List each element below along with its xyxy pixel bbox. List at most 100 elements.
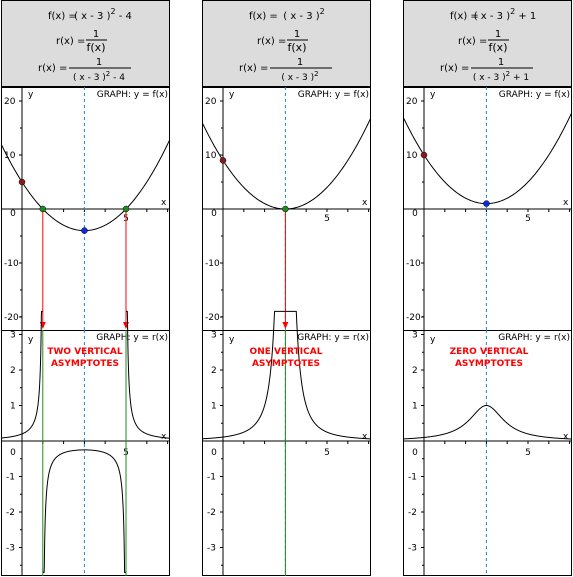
header-box: [403, 0, 572, 87]
graph-r-frame: [202, 330, 371, 576]
fraction-denominator: f(x): [87, 41, 106, 54]
f-expression-base: ( x - 3 ): [474, 11, 511, 22]
y-tick-label: -3: [207, 544, 216, 554]
expanded-numerator: 1: [96, 57, 102, 68]
expanded-denominator: ( x - 3 )2: [281, 70, 318, 83]
den-tail: + 1: [510, 73, 529, 83]
x-axis-label: x: [563, 198, 569, 208]
y-tick-label: -1: [207, 473, 216, 483]
panel-svg-left: f(x) =( x - 3 )2 - 4r(x) =1f(x)r(x) =1( …: [1, 0, 170, 576]
f-expression-exponent: 2: [510, 7, 515, 16]
y-axis-label: y: [28, 90, 34, 100]
y-tick-label: 2: [10, 366, 16, 376]
asymptote-annotation: ZERO VERTICAL: [450, 347, 529, 357]
y-tick-label: -10: [406, 259, 421, 269]
f-label: f(x) =: [249, 11, 278, 22]
red-point: [219, 157, 227, 164]
y-tick-label: -20: [205, 313, 220, 323]
panel-right: f(x) =( x - 3 )2 + 1 r(x) = 1 f(x) r(x) = 1( …: [403, 0, 572, 576]
y-tick-label: 3: [211, 331, 217, 341]
x-axis-label: x: [161, 198, 167, 208]
fraction-numerator: 1: [93, 29, 99, 40]
r-label: r(x) =: [458, 36, 487, 47]
graph-label: GRAPH: y = r(x): [498, 333, 570, 343]
panel-left: f(x) =( x - 3 )2 - 4 r(x) = 1 f(x) r(x) = 1( …: [1, 0, 170, 576]
r-curve-branch: [202, 310, 286, 440]
header-box: [1, 0, 170, 87]
f-label: f(x) =: [48, 11, 77, 22]
asymptote-annotation: ASYMPTOTES: [252, 359, 320, 369]
expanded-denominator: ( x - 3 )2 + 1: [473, 70, 529, 83]
r-curve-branch: [42, 449, 126, 573]
fraction-denominator: f(x): [489, 41, 508, 54]
r-curve-branch: [126, 310, 170, 439]
x-tick-label: 0: [10, 448, 16, 458]
y-axis-label: y: [28, 335, 34, 345]
y-tick-label: 10: [205, 151, 217, 161]
den-exponent: 2: [106, 70, 110, 78]
y-axis-label: y: [430, 90, 436, 100]
expanded-numerator: 1: [498, 57, 504, 68]
x-axis-label: x: [362, 198, 368, 208]
green-point: [122, 205, 130, 213]
green-point: [282, 205, 289, 213]
y-tick-label: 2: [412, 366, 418, 376]
f-expression: ( x - 3 )2: [283, 7, 325, 22]
green-point: [39, 205, 47, 213]
panel-svg-right: f(x) =( x - 3 )2 + 1r(x) =1f(x)r(x) =1( …: [403, 0, 572, 576]
r-curve-branch: [403, 405, 572, 440]
y-axis-label: y: [229, 335, 235, 345]
f-expression: ( x - 3 )2 - 4: [74, 7, 132, 22]
r-label-expanded: r(x) =: [239, 63, 268, 74]
f-expression-tail: - 4: [116, 11, 132, 22]
red-point: [18, 178, 26, 186]
f-expression-exponent: 2: [320, 7, 325, 16]
r-curve-branch: [1, 310, 43, 439]
graph-label: GRAPH: y = r(x): [96, 333, 168, 343]
y-tick-label: -2: [6, 508, 15, 518]
y-tick-label: 3: [10, 331, 16, 341]
y-tick-label: 20: [406, 97, 418, 107]
y-axis-label: y: [229, 90, 235, 100]
y-tick-label: -2: [207, 508, 216, 518]
x-axis-label: x: [563, 432, 569, 442]
y-tick-label: -20: [406, 313, 421, 323]
y-tick-label: -20: [4, 313, 19, 323]
r-label: r(x) =: [56, 36, 85, 47]
x-tick-label: 5: [324, 214, 330, 224]
y-tick-label: -10: [205, 259, 220, 269]
x-axis-label: x: [161, 432, 167, 442]
x-tick-label: 0: [211, 448, 217, 458]
y-tick-label: 20: [4, 97, 16, 107]
formula-header: f(x) =( x - 3 )2 - 4r(x) =1f(x)r(x) =1( …: [1, 0, 170, 87]
blue-point: [483, 200, 490, 207]
den-base: ( x - 3 ): [73, 73, 106, 83]
den-exponent: 2: [506, 70, 510, 78]
graph-r-frame: [1, 330, 170, 576]
asymptote-annotation: ASYMPTOTES: [51, 359, 119, 369]
header-box: [202, 0, 371, 87]
x-tick-label: 0: [412, 448, 418, 458]
fraction-numerator: 1: [294, 29, 300, 40]
x-tick-label: 0: [10, 209, 16, 219]
formula-header: f(x) =( x - 3 )2r(x) =1f(x)r(x) =1( x - …: [202, 0, 371, 87]
asymptote-annotation: ASYMPTOTES: [455, 359, 523, 369]
y-tick-label: -3: [6, 544, 15, 554]
den-tail: - 4: [110, 73, 125, 83]
f-expression: ( x - 3 )2 + 1: [474, 7, 537, 22]
r-label-expanded: r(x) =: [440, 63, 469, 74]
f-expression-base: ( x - 3 ): [74, 11, 111, 22]
expanded-denominator: ( x - 3 )2 - 4: [73, 70, 125, 83]
f-label: f(x) =: [450, 11, 479, 22]
graph-label: GRAPH: y = f(x): [97, 90, 168, 100]
red-arrow-head: [282, 322, 289, 329]
r-label: r(x) =: [257, 36, 286, 47]
y-tick-label: -10: [4, 259, 19, 269]
y-tick-label: -1: [408, 473, 417, 483]
red-point: [420, 151, 428, 159]
graph-r: 3 2 1 -1 -2 -3 0 5 y x GRAPH: y = r(x) ZERO VERTICA…: [403, 316, 572, 576]
x-tick-label: 5: [525, 214, 531, 224]
